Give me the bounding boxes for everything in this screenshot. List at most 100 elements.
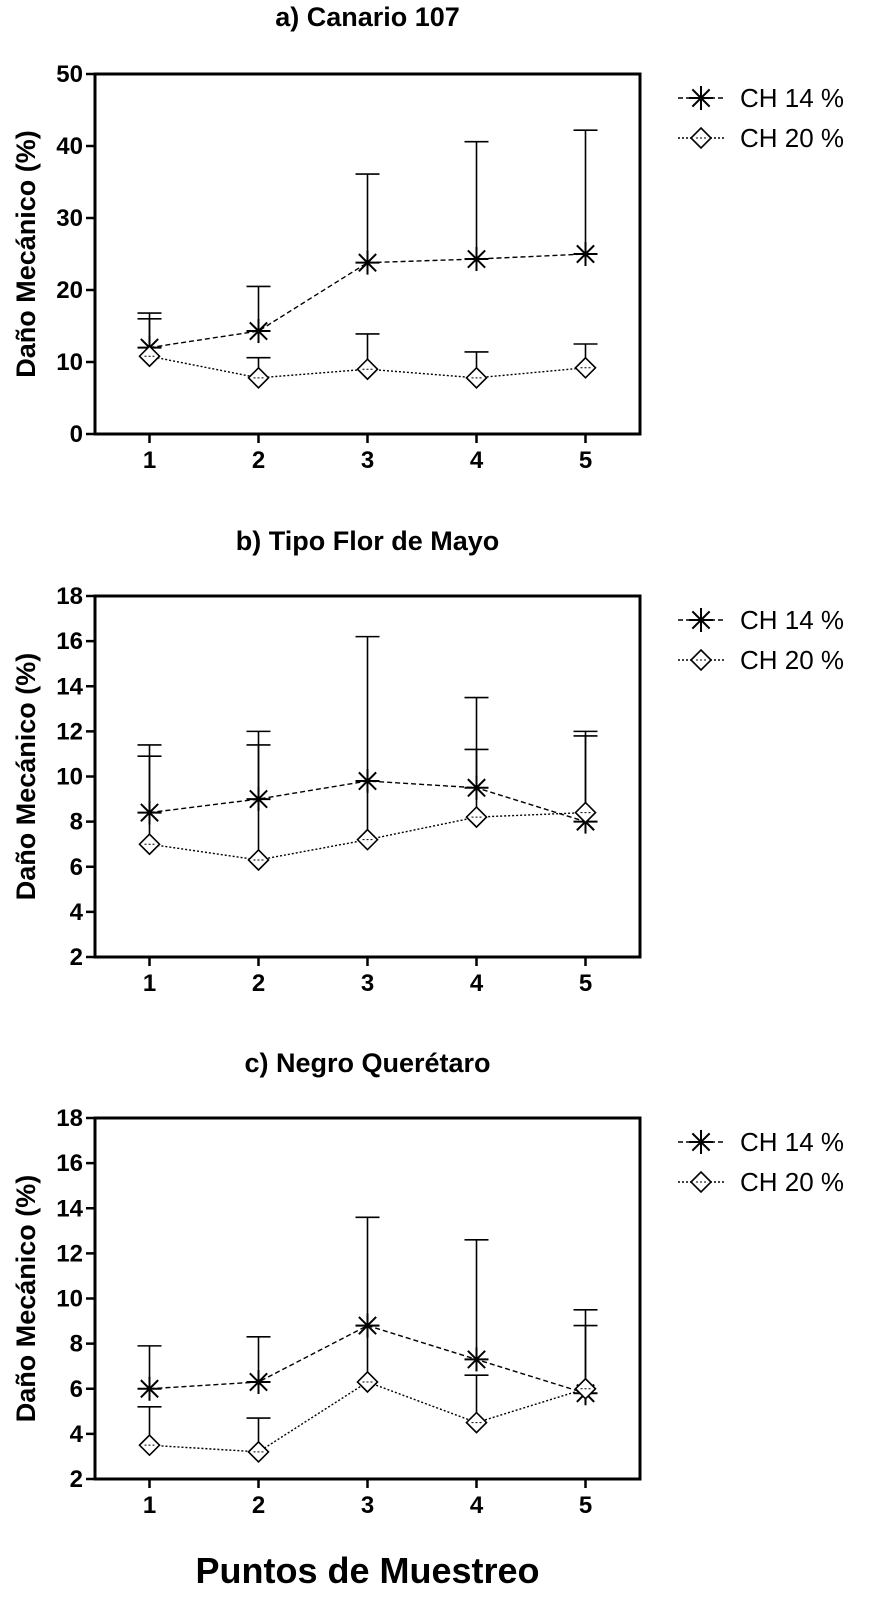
legend-item: CH 20 % (678, 123, 844, 153)
series-ch20 (137, 317, 598, 389)
data-point-diamond (247, 1440, 270, 1464)
data-point-asterisk (246, 319, 271, 344)
x-tick-label: 3 (361, 447, 374, 474)
y-tick-label: 30 (56, 205, 83, 232)
y-tick-label: 12 (56, 718, 83, 745)
data-point-diamond (465, 1411, 488, 1434)
y-tick-label: 6 (70, 854, 83, 881)
data-point-diamond (465, 805, 488, 829)
error-bar (573, 735, 598, 813)
legend-label: CH 14 % (740, 83, 844, 113)
legend-label: CH 14 % (740, 1127, 844, 1157)
y-tick-label: 10 (56, 1286, 83, 1313)
legend-label: CH 20 % (740, 645, 844, 675)
x-tick-label: 1 (143, 447, 156, 474)
legend-item: CH 20 % (678, 1167, 844, 1197)
legend-marker-asterisk (689, 1130, 713, 1154)
x-tick-label: 3 (361, 970, 374, 997)
y-tick-label: 40 (56, 133, 83, 160)
series-line (149, 1324, 586, 1394)
data-point-diamond (574, 1377, 597, 1400)
x-axis-label: Puntos de Muestreo (195, 1550, 539, 1591)
data-point-asterisk (355, 250, 380, 275)
y-axis-label: Daño Mecánico (%) (11, 653, 41, 901)
data-point-diamond (574, 801, 597, 824)
x-tick-label: 4 (470, 970, 484, 997)
y-tick-label: 14 (56, 1195, 83, 1222)
y-tick-label: 0 (70, 421, 83, 448)
data-point-diamond (356, 358, 379, 381)
error-bar (355, 173, 380, 263)
legend-label: CH 20 % (740, 123, 844, 153)
error-bar (464, 1239, 489, 1360)
series-ch20 (137, 1324, 598, 1464)
x-tick-label: 5 (579, 1492, 592, 1519)
chart-title: c) Negro Querétaro (244, 1048, 490, 1078)
legend: CH 14 % CH 20 % (678, 1127, 844, 1197)
x-tick-label: 3 (361, 1492, 374, 1519)
legend: CH 14 % CH 20 % (678, 83, 844, 153)
chart-title: a) Canario 107 (275, 2, 460, 32)
data-point-asterisk (573, 242, 598, 266)
series-ch14 (137, 129, 598, 360)
error-bar (573, 129, 598, 254)
data-point-diamond (138, 345, 161, 368)
data-point-diamond (574, 356, 597, 379)
legend-label: CH 14 % (740, 605, 844, 635)
legend-item: CH 14 % (678, 605, 844, 635)
data-point-diamond (138, 1434, 161, 1457)
y-tick-label: 2 (70, 944, 83, 971)
data-point-diamond (247, 848, 270, 872)
y-tick-label: 16 (56, 628, 83, 655)
error-bar (246, 744, 271, 860)
x-tick-label: 1 (143, 1492, 156, 1519)
error-bar (464, 748, 489, 818)
series-ch20 (137, 735, 598, 872)
y-tick-label: 12 (56, 1240, 83, 1267)
legend-marker-diamond (689, 1170, 713, 1194)
error-bar (355, 1216, 380, 1326)
chart-title: b) Tipo Flor de Mayo (236, 526, 500, 556)
y-tick-label: 4 (70, 899, 84, 926)
y-tick-label: 18 (56, 1105, 83, 1132)
x-tick-label: 5 (579, 970, 592, 997)
data-point-asterisk (137, 1376, 162, 1401)
x-tick-label: 4 (470, 1492, 484, 1519)
error-bar (137, 755, 162, 845)
y-tick-label: 10 (56, 764, 83, 791)
x-tick-label: 2 (252, 1492, 265, 1519)
legend-item: CH 14 % (678, 1127, 844, 1157)
legend-item: CH 14 % (678, 83, 844, 113)
legend-marker-diamond (689, 648, 713, 672)
y-tick-label: 18 (56, 583, 83, 610)
y-tick-label: 20 (56, 277, 83, 304)
data-point-diamond (465, 366, 488, 389)
y-axis-label: Daño Mecánico (%) (11, 130, 41, 378)
legend-marker-asterisk (689, 608, 713, 632)
x-tick-label: 1 (143, 970, 156, 997)
y-tick-label: 16 (56, 1150, 83, 1177)
y-tick-label: 10 (56, 349, 83, 376)
y-tick-label: 4 (70, 1421, 84, 1448)
error-bar (355, 635, 380, 782)
legend-marker-asterisk (689, 86, 713, 110)
chart-panel-1: a) Canario 107 0 10 20 30 40 50 1 2 3 4 5 Daño Mecán… (11, 2, 844, 474)
legend: CH 14 % CH 20 % (678, 605, 844, 675)
data-point-diamond (247, 366, 270, 389)
data-point-diamond (356, 1370, 379, 1394)
x-tick-label: 2 (252, 970, 265, 997)
x-tick-label: 4 (470, 447, 484, 474)
error-bar (464, 140, 489, 260)
data-point-asterisk (246, 1369, 271, 1394)
y-tick-label: 6 (70, 1376, 83, 1403)
y-tick-label: 50 (56, 61, 83, 88)
x-tick-label: 2 (252, 447, 265, 474)
legend-marker-diamond (689, 126, 713, 150)
y-axis-label: Daño Mecánico (%) (11, 1175, 41, 1423)
series-line (149, 253, 586, 349)
legend-label: CH 20 % (740, 1167, 844, 1197)
y-tick-label: 14 (56, 673, 83, 700)
x-tick-label: 5 (579, 447, 592, 474)
